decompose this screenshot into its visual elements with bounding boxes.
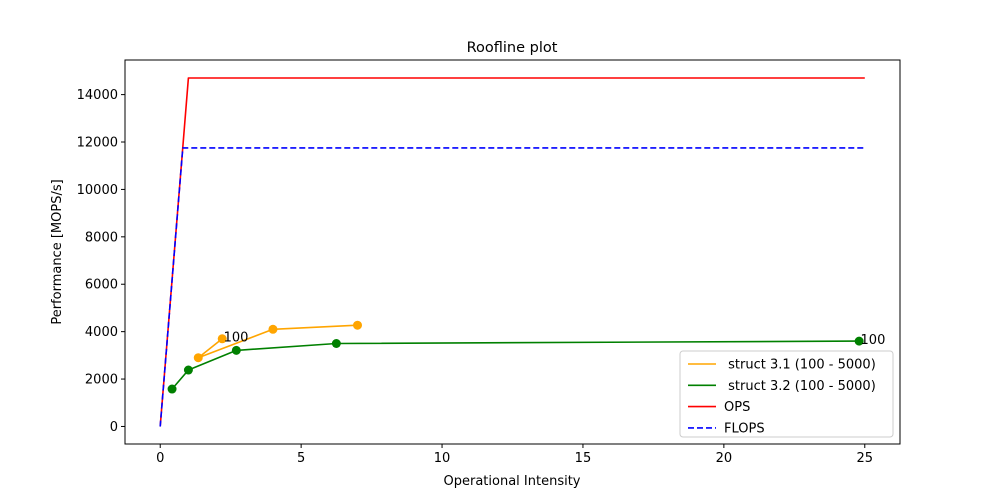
data-point [268, 324, 278, 334]
legend-entry-label: FLOPS [724, 421, 765, 436]
y-tick-label: 0 [110, 420, 118, 435]
data-point [193, 353, 203, 363]
x-tick-label: 20 [716, 451, 733, 466]
y-tick-label: 2000 [85, 373, 118, 388]
x-tick-label: 10 [434, 451, 451, 466]
series-line-2 [159, 77, 865, 427]
y-tick-label: 14000 [77, 88, 118, 103]
legend-entry-label: OPS [724, 400, 750, 415]
plot-content: 100 100 [159, 77, 886, 427]
data-point [231, 345, 241, 355]
data-point [331, 338, 341, 348]
annotation-label: 100 [224, 331, 249, 346]
x-tick-label: 25 [856, 451, 873, 466]
y-tick-label: 12000 [77, 136, 118, 151]
data-point [353, 320, 362, 330]
y-tick-label: 10000 [77, 183, 118, 198]
series-line-0 [197, 324, 358, 359]
annotation-label: 100 [861, 333, 886, 348]
data-point [167, 384, 177, 394]
x-tick-label: 5 [297, 451, 305, 466]
y-axis-ticks: 0 2000 4000 6000 8000 10000 12000 14000 [77, 88, 125, 435]
legend-box [679, 350, 894, 438]
x-axis-ticks: 0 5 10 15 20 25 [156, 444, 873, 466]
x-axis-label: Operational Intensity [444, 474, 581, 489]
data-point [217, 334, 227, 344]
y-tick-label: 4000 [85, 325, 118, 340]
legend-entry-label: struct 3.2 (100 - 5000) [724, 379, 876, 394]
y-tick-label: 6000 [85, 278, 118, 293]
data-point [854, 336, 864, 346]
y-tick-label: 8000 [85, 230, 118, 245]
legend: struct 3.1 (100 - 5000) struct 3.2 (100 … [679, 350, 894, 438]
chart-title: Roofline plot [467, 40, 558, 56]
x-tick-label: 0 [156, 451, 164, 466]
x-tick-label: 15 [575, 451, 592, 466]
plot-frame [124, 59, 901, 445]
data-point [183, 365, 193, 375]
legend-entry-label: struct 3.1 (100 - 5000) [724, 358, 876, 373]
series-line-3 [159, 147, 865, 427]
y-axis-label: Performance [MOPS/s] [50, 179, 65, 324]
